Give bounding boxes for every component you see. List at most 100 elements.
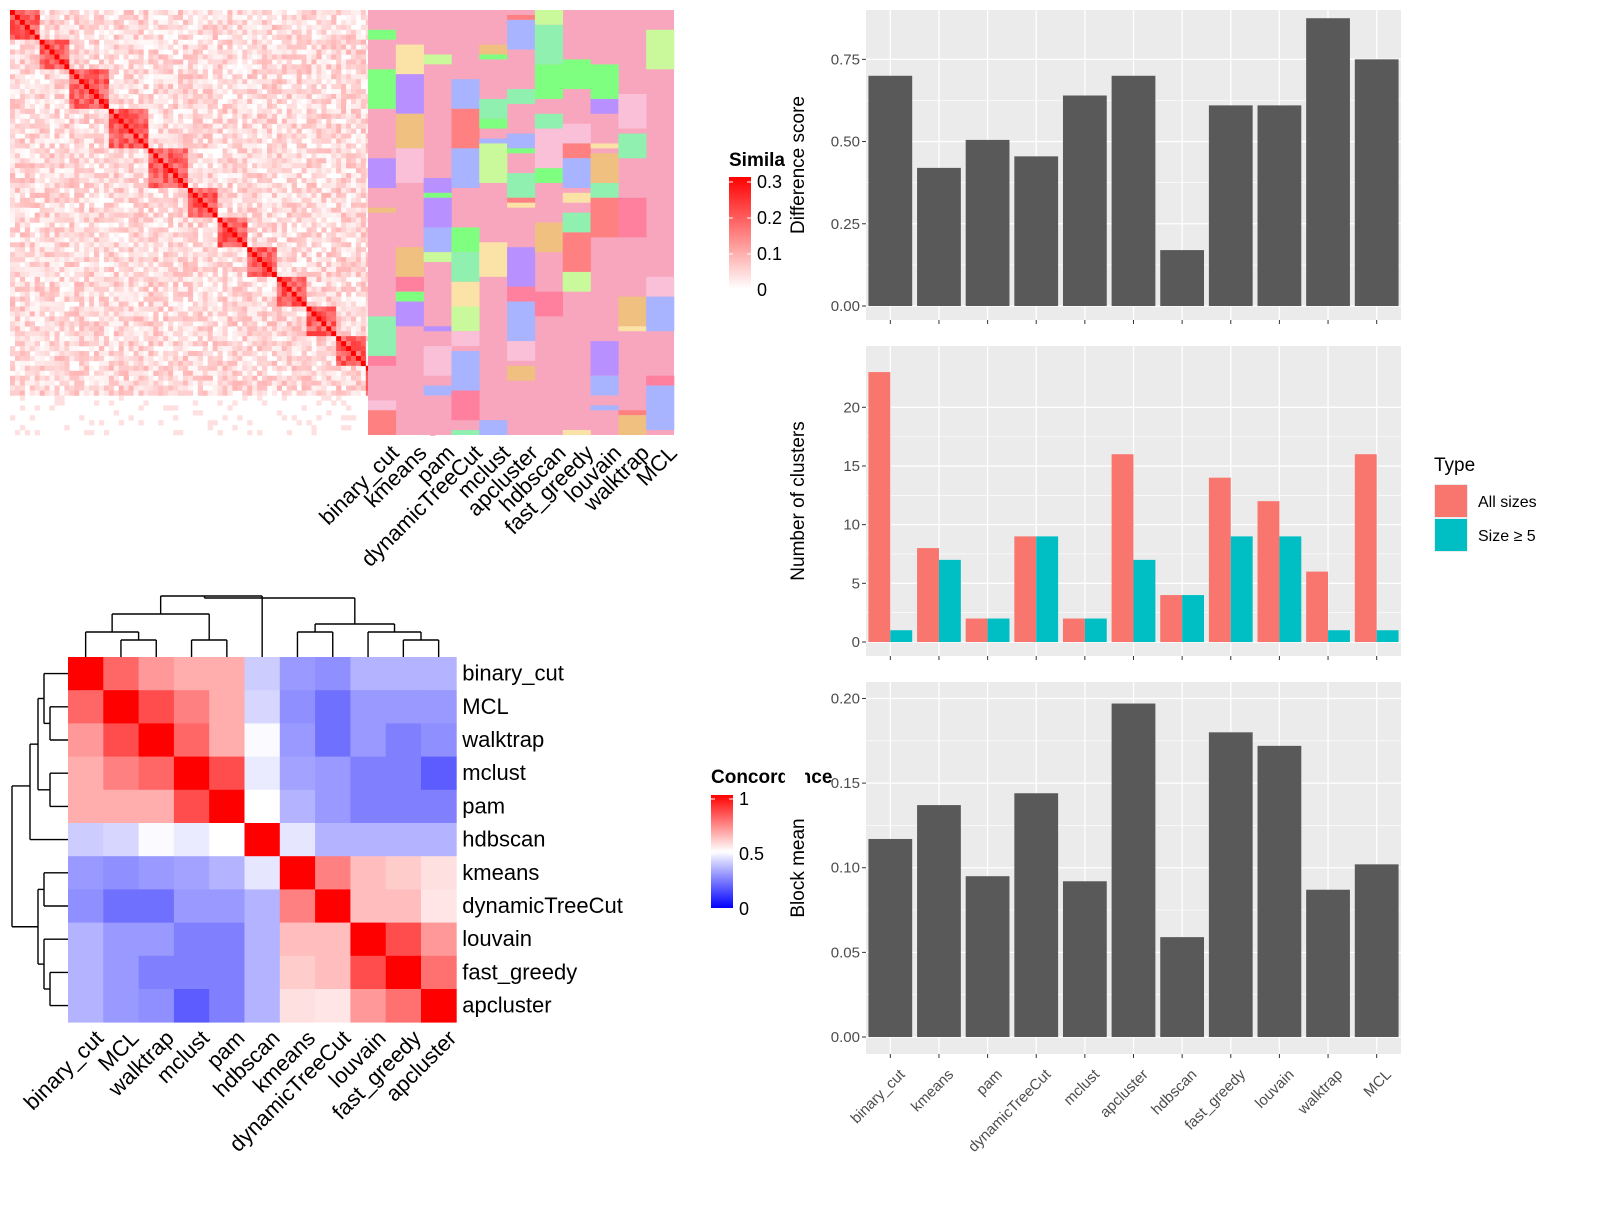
similarity-cell (74, 237, 80, 243)
similarity-cell (94, 24, 100, 31)
similarity-cell (346, 163, 352, 169)
similarity-cell (79, 74, 85, 80)
similarity-cell (291, 118, 297, 124)
similarity-cell (276, 187, 283, 194)
similarity-cell (148, 39, 154, 45)
similarity-cell (98, 133, 105, 139)
similarity-cell (138, 153, 144, 159)
similarity-cell (54, 123, 60, 129)
similarity-cell (252, 271, 258, 278)
similarity-cell (281, 94, 288, 100)
similarity-cell (158, 182, 164, 189)
similarity-cell (360, 148, 367, 154)
similarity-cell (44, 182, 50, 189)
similarity-cell (64, 247, 70, 253)
similarity-cell (326, 291, 332, 297)
similarity-cell (138, 217, 144, 223)
similarity-cell (242, 138, 248, 144)
similarity-cell (341, 39, 347, 45)
similarity-cell (113, 123, 120, 129)
similarity-cell (262, 19, 268, 26)
similarity-cell (153, 173, 159, 179)
similarity-cell (74, 242, 80, 248)
similarity-cell (44, 276, 50, 283)
similarity-cell (29, 178, 36, 184)
similarity-cell (79, 202, 85, 208)
similarity-cell (24, 360, 31, 367)
similarity-cell (182, 262, 189, 268)
similarity-cell (321, 123, 327, 129)
similarity-cell (49, 143, 55, 149)
similarity-cell (69, 94, 75, 100)
similarity-cell (242, 326, 248, 332)
similarity-cell (346, 281, 352, 288)
similarity-cell (59, 355, 65, 362)
similarity-cell (54, 182, 60, 189)
similarity-cell (252, 128, 258, 134)
similarity-cell (98, 158, 105, 164)
similarity-cell (311, 360, 317, 367)
similarity-cell (341, 138, 347, 144)
similarity-cell (311, 14, 317, 21)
similarity-cell (207, 227, 213, 233)
similarity-cell (24, 103, 31, 110)
similarity-cell (331, 10, 337, 16)
similarity-cell (360, 89, 367, 95)
similarity-cell (118, 118, 124, 124)
similarity-cell (103, 34, 110, 40)
similarity-cell (143, 123, 149, 129)
similarity-cell (148, 118, 154, 124)
similarity-cell (301, 168, 307, 174)
similarity-cell (138, 182, 144, 189)
similarity-cell (64, 178, 70, 184)
similarity-cell (168, 331, 174, 337)
similarity-cell (276, 247, 283, 253)
similarity-cell (301, 276, 307, 283)
similarity-cell (133, 59, 139, 65)
similarity-cell (311, 331, 317, 337)
similarity-cell (301, 29, 307, 36)
similarity-cell (158, 54, 164, 60)
similarity-cell (192, 148, 199, 154)
similarity-cell (301, 197, 307, 204)
similarity-cell (360, 64, 367, 70)
similarity-cell (271, 168, 278, 174)
similarity-cell (89, 14, 95, 21)
similarity-cell (301, 113, 307, 120)
similarity-cell (163, 74, 169, 80)
similarity-cell (266, 143, 273, 149)
similarity-cell (133, 286, 139, 292)
similarity-cell (222, 301, 228, 307)
similarity-cell (14, 266, 21, 273)
similarity-cell (311, 187, 317, 194)
similarity-cell (281, 326, 288, 332)
similarity-cell (98, 341, 105, 347)
similarity-cell (89, 276, 95, 283)
similarity-cell (271, 232, 278, 238)
similarity-cell (84, 24, 90, 31)
similarity-cell (187, 94, 194, 100)
similarity-cell (163, 271, 169, 278)
similarity-cell (138, 202, 144, 208)
similarity-cell (98, 360, 105, 367)
similarity-cell (296, 64, 302, 70)
similarity-cell (173, 178, 179, 184)
similarity-cell (321, 291, 327, 297)
similarity-cell (296, 242, 302, 248)
similarity-cell (64, 326, 70, 332)
similarity-cell (94, 326, 100, 332)
similarity-cell (286, 217, 292, 223)
similarity-cell (44, 271, 50, 278)
similarity-cell (148, 262, 154, 268)
similarity-cell (286, 355, 292, 362)
similarity-cell (350, 118, 357, 124)
similarity-cell (143, 311, 149, 317)
similarity-cell (306, 262, 312, 268)
similarity-cell (301, 34, 307, 40)
similarity-cell (153, 301, 159, 307)
similarity-cell (276, 207, 283, 213)
similarity-cell (108, 173, 115, 179)
similarity-cell (64, 350, 70, 357)
similarity-cell (39, 69, 45, 75)
similarity-cell (44, 360, 50, 367)
